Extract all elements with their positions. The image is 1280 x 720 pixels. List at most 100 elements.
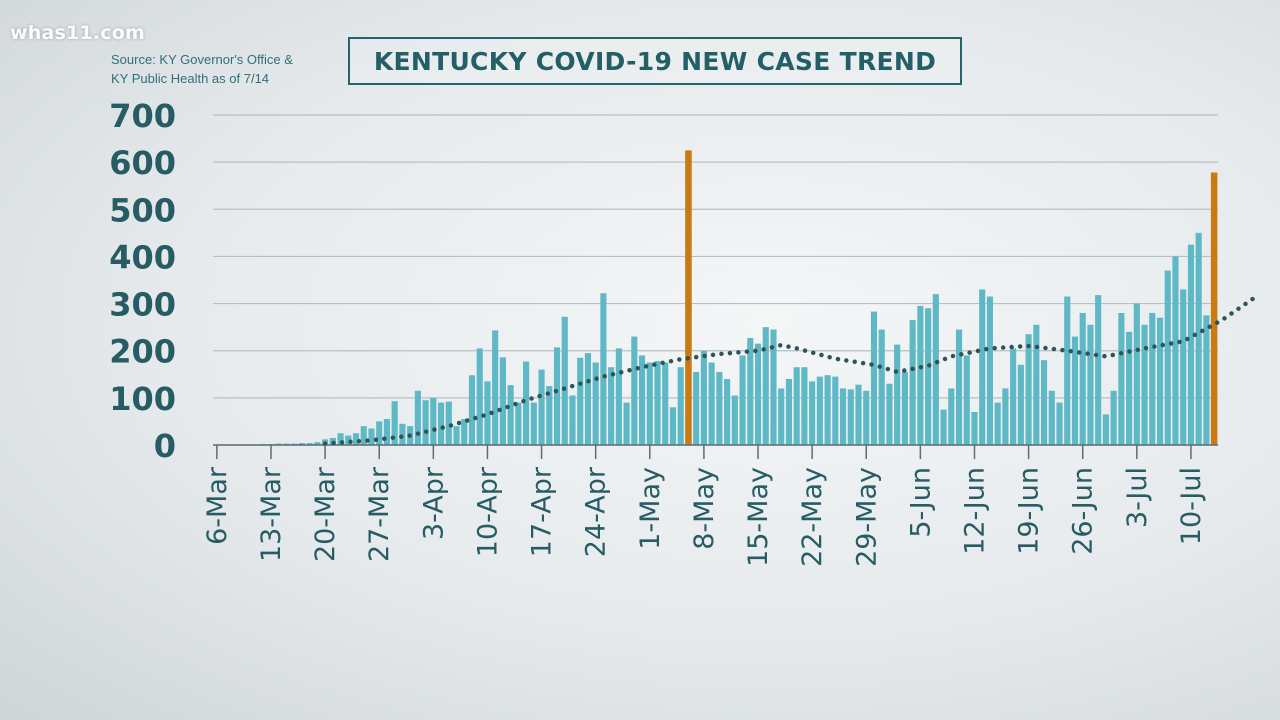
bar (994, 402, 1001, 445)
bar (809, 381, 816, 445)
bar (352, 433, 360, 445)
bar (499, 357, 506, 445)
bar (376, 421, 383, 445)
bar (955, 329, 963, 445)
x-tick-label: 10-Apr (472, 466, 503, 557)
bar (654, 361, 661, 445)
bar (1064, 296, 1071, 445)
bar (383, 419, 391, 445)
bar (507, 385, 514, 445)
bar (932, 294, 939, 445)
bar (847, 389, 854, 445)
y-tick-label: 600 (109, 144, 176, 182)
bar (1149, 313, 1156, 445)
bar (314, 442, 321, 445)
bar (1087, 324, 1094, 445)
bar (577, 357, 584, 445)
bar (1102, 414, 1109, 445)
bar (839, 388, 847, 445)
chart-title: KENTUCKY COVID-19 NEW CASE TREND (348, 37, 962, 85)
x-tick-label: 6-Mar (202, 466, 233, 545)
highlight-bar (685, 150, 692, 445)
bar (468, 375, 476, 445)
bar (1002, 388, 1009, 445)
bar (739, 355, 746, 445)
bar (677, 367, 684, 445)
bar (855, 384, 862, 445)
bar (337, 433, 344, 445)
bar (445, 401, 452, 445)
bar (592, 362, 599, 445)
bar (615, 348, 622, 445)
bar (345, 435, 352, 445)
y-tick-label: 500 (109, 191, 176, 229)
x-tick-label: 26-Jun (1068, 467, 1099, 555)
x-tick-label: 1-May (635, 467, 666, 550)
y-tick-label: 100 (109, 380, 176, 418)
y-tick-label: 700 (109, 97, 176, 135)
highlight-bar (1210, 172, 1218, 445)
x-tick-label: 20-Mar (310, 466, 341, 562)
bar (430, 397, 437, 445)
source-line-1: Source: KY Governor's Office & (111, 52, 293, 67)
bar (1079, 313, 1086, 445)
y-tick-label: 300 (109, 286, 176, 324)
bar (298, 443, 305, 445)
bar (523, 361, 530, 445)
bar (1118, 313, 1125, 445)
bar (1010, 348, 1017, 445)
bar (1110, 390, 1117, 445)
bar (778, 388, 785, 445)
bar (662, 362, 669, 445)
bar (948, 388, 955, 445)
bar (414, 390, 421, 445)
x-tick-label: 5-Jun (905, 467, 936, 538)
bar (708, 362, 715, 445)
bar (515, 402, 522, 445)
x-tick-label: 10-Jul (1176, 467, 1207, 545)
bar (979, 289, 986, 445)
bar (917, 305, 924, 445)
bar (561, 316, 568, 445)
bar (1141, 324, 1148, 445)
bar (1056, 402, 1063, 445)
bar (731, 395, 738, 445)
bar (1017, 364, 1024, 445)
bar (762, 327, 769, 445)
bar (360, 426, 367, 445)
bar (925, 308, 932, 445)
bar (824, 375, 831, 445)
y-tick-label: 0 (154, 427, 176, 465)
bar (785, 379, 793, 445)
bar (793, 367, 800, 445)
bar (646, 362, 653, 445)
y-tick-label: 400 (109, 238, 176, 276)
bar (1048, 390, 1055, 445)
bar (700, 350, 707, 445)
x-tick-label: 13-Mar (256, 466, 287, 562)
bar (608, 367, 615, 445)
bar (422, 400, 429, 445)
x-tick-label: 12-Jun (959, 467, 990, 555)
bar (894, 344, 901, 445)
bar (940, 409, 947, 445)
bar (391, 401, 398, 445)
bar (716, 371, 723, 445)
bar (770, 329, 777, 445)
bar (870, 311, 878, 445)
bar (878, 329, 885, 445)
y-tick-label: 200 (109, 333, 176, 371)
bar (1033, 324, 1040, 445)
bar (1025, 334, 1032, 445)
bar (816, 376, 823, 445)
bar (1040, 360, 1048, 445)
bar (546, 386, 553, 445)
watermark-logo: whas11.com (10, 22, 145, 44)
x-tick-label: 17-Apr (527, 466, 558, 557)
bar (538, 369, 545, 445)
bar (453, 426, 460, 445)
x-tick-label: 8-May (689, 467, 720, 550)
bar (1172, 256, 1179, 445)
bar (399, 423, 406, 445)
